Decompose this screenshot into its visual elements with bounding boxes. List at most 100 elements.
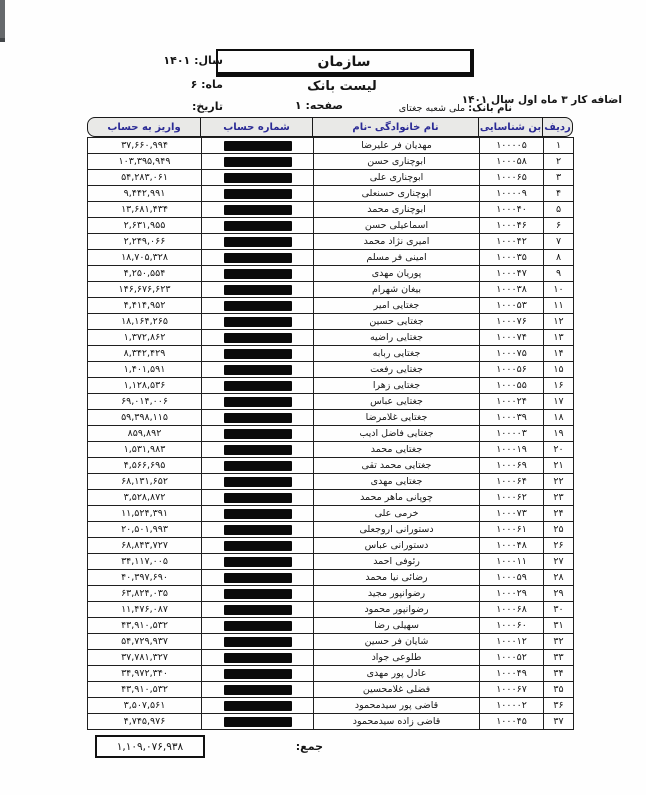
id-cell: ۱۰۰۰۱۹ <box>479 441 544 458</box>
amount-cell: ۱۸,۷۰۵,۳۲۸ <box>87 249 202 266</box>
total-label: جمع: <box>295 740 323 753</box>
list-title: لیست بانک <box>307 79 377 94</box>
month-value: ۶ <box>190 78 198 91</box>
table-row: ۲۴ ۱۰۰۰۷۳ خرمی علی ۱۱,۵۲۴,۳۹۱ <box>87 505 574 522</box>
account-cell <box>201 169 314 186</box>
account-cell <box>201 153 314 170</box>
table-row: ۳۴ ۱۰۰۰۴۹ عادل پور مهدی ۳۴,۹۷۲,۳۴۰ <box>87 665 574 682</box>
row-number-cell: ۲۴ <box>543 505 574 522</box>
date-label: تاریخ: <box>191 100 223 113</box>
account-cell <box>201 233 314 250</box>
row-number-cell: ۱۶ <box>543 377 574 394</box>
account-cell <box>201 649 314 666</box>
name-cell: شایان فر حسین <box>313 633 480 650</box>
account-cell <box>201 617 314 634</box>
name-cell: رضائی نیا محمد <box>313 569 480 586</box>
account-cell <box>201 361 314 378</box>
amount-cell: ۳۷,۷۸۱,۳۲۷ <box>87 649 202 666</box>
redacted-account-bar <box>223 268 292 279</box>
name-cell: ابوچناری حسن <box>313 153 480 170</box>
account-cell <box>201 601 314 618</box>
name-cell: قاضی پور سیدمحمود <box>313 697 480 714</box>
name-cell: ابوچناری حسنعلی <box>313 185 480 202</box>
row-number-cell: ۲۰ <box>543 441 574 458</box>
scrollbar-fragment[interactable] <box>0 0 5 42</box>
amount-cell: ۱۳,۶۸۱,۴۳۴ <box>87 201 202 218</box>
row-number-cell: ۸ <box>543 249 574 266</box>
redacted-account-bar <box>223 380 292 391</box>
redacted-account-bar <box>223 620 292 631</box>
account-cell <box>201 393 314 410</box>
redacted-account-bar <box>223 476 292 487</box>
id-cell: ۱۰۰۰۷۴ <box>479 329 544 346</box>
row-number-cell: ۱۲ <box>543 313 574 330</box>
name-cell: طلوعی جواد <box>313 649 480 666</box>
account-cell <box>201 473 314 490</box>
table-row: ۱۷ ۱۰۰۰۲۴ جغتایی عباس ۶۹,۰۱۴,۰۰۶ <box>87 393 574 410</box>
redacted-account-bar <box>223 668 292 679</box>
table-header-row: ردیف بن شناسایی نام خانوادگی -نام شماره … <box>87 117 573 137</box>
redacted-account-bar <box>223 204 292 215</box>
amount-cell: ۵۴,۷۲۹,۹۳۷ <box>87 633 202 650</box>
row-number-cell: ۵ <box>543 201 574 218</box>
table-row: ۱۴ ۱۰۰۰۷۵ جغتایی ربابه ۸,۳۴۲,۴۲۹ <box>87 345 574 362</box>
account-cell <box>201 553 314 570</box>
row-number-cell: ۲۳ <box>543 489 574 506</box>
redacted-account-bar <box>223 364 292 375</box>
name-cell: جغتایی عباس <box>313 393 480 410</box>
amount-cell: ۶۸,۸۴۳,۷۲۷ <box>87 537 202 554</box>
redacted-account-bar <box>223 428 292 439</box>
amount-cell: ۶۹,۰۱۴,۰۰۶ <box>87 393 202 410</box>
amount-cell: ۳۴,۹۷۲,۳۴۰ <box>87 665 202 682</box>
redacted-account-bar <box>223 524 292 535</box>
table-row: ۳۳ ۱۰۰۰۵۲ طلوعی جواد ۳۷,۷۸۱,۳۲۷ <box>87 649 574 666</box>
name-cell: ابوچناری علی <box>313 169 480 186</box>
id-cell: ۱۰۰۰۵۳ <box>479 297 544 314</box>
table-row: ۳۱ ۱۰۰۰۶۰ سهیلی رضا ۴۳,۹۱۰,۵۳۲ <box>87 617 574 634</box>
account-cell <box>201 585 314 602</box>
row-number-cell: ۱۳ <box>543 329 574 346</box>
redacted-account-bar <box>223 300 292 311</box>
row-number-cell: ۱۷ <box>543 393 574 410</box>
table-row: ۲۵ ۱۰۰۰۶۱ دستورانی اروجعلی ۲۰,۵۰۱,۹۹۳ <box>87 521 574 538</box>
amount-cell: ۸,۳۴۲,۴۲۹ <box>87 345 202 362</box>
redacted-account-bar <box>223 684 292 695</box>
id-cell: ۱۰۰۰۴۹ <box>479 665 544 682</box>
id-cell: ۱۰۰۰۶۷ <box>479 681 544 698</box>
amount-cell: ۴,۵۶۶,۶۹۵ <box>87 457 202 474</box>
page-label: صفحه: <box>305 99 343 112</box>
name-cell: بیغان شهرام <box>313 281 480 298</box>
id-cell: ۱۰۰۰۱۱ <box>479 553 544 570</box>
table-row: ۱۳ ۱۰۰۰۷۴ جغتایی راضیه ۱,۳۷۲,۸۶۲ <box>87 329 574 346</box>
bank-list-table: ردیف بن شناسایی نام خانوادگی -نام شماره … <box>87 117 574 730</box>
id-cell: ۱۰۰۰۶۴ <box>479 473 544 490</box>
name-cell: اسماعیلی حسن <box>313 217 480 234</box>
row-number-cell: ۳۱ <box>543 617 574 634</box>
id-cell: ۱۰۰۰۳۵ <box>479 249 544 266</box>
redacted-account-bar <box>223 556 292 567</box>
redacted-account-bar <box>223 508 292 519</box>
redacted-account-bar <box>223 332 292 343</box>
id-cell: ۱۰۰۰۶۱ <box>479 521 544 538</box>
name-cell: رضوانپور مجید <box>313 585 480 602</box>
row-number-cell: ۳۷ <box>543 713 574 730</box>
account-cell <box>201 681 314 698</box>
amount-cell: ۱,۵۳۱,۹۸۳ <box>87 441 202 458</box>
redacted-account-bar <box>223 412 292 423</box>
account-cell <box>201 185 314 202</box>
amount-cell: ۶۸,۱۳۱,۶۵۲ <box>87 473 202 490</box>
account-cell <box>201 313 314 330</box>
account-cell <box>201 441 314 458</box>
id-cell: ۱۰۰۰۴۷ <box>479 265 544 282</box>
amount-cell: ۳,۵۰۷,۵۶۱ <box>87 697 202 714</box>
id-cell: ۱۰۰۰۵۲ <box>479 649 544 666</box>
header-cell-deposit: واریز به حساب <box>107 121 181 133</box>
table-row: ۷ ۱۰۰۰۴۲ امیری نژاد محمد ۲,۲۴۹,۰۶۶ <box>87 233 574 250</box>
redacted-account-bar <box>223 716 292 727</box>
id-cell: ۱۰۰۰۴۵ <box>479 713 544 730</box>
table-row: ۱ ۱۰۰۰۰۵ مهدیان فر علیرضا ۳۷,۶۶۰,۹۹۴ <box>87 137 574 154</box>
table-body-grid: ۱ ۱۰۰۰۰۵ مهدیان فر علیرضا ۳۷,۶۶۰,۹۹۴ ۲ ۱۰۰۰۵۸… <box>87 137 574 730</box>
table-row: ۹ ۱۰۰۰۴۷ پوریان مهدی ۴,۲۵۰,۵۵۴ <box>87 265 574 282</box>
table-row: ۲۷ ۱۰۰۰۱۱ رئوفی احمد ۳۴,۱۱۷,۰۰۵ <box>87 553 574 570</box>
row-number-cell: ۳۰ <box>543 601 574 618</box>
